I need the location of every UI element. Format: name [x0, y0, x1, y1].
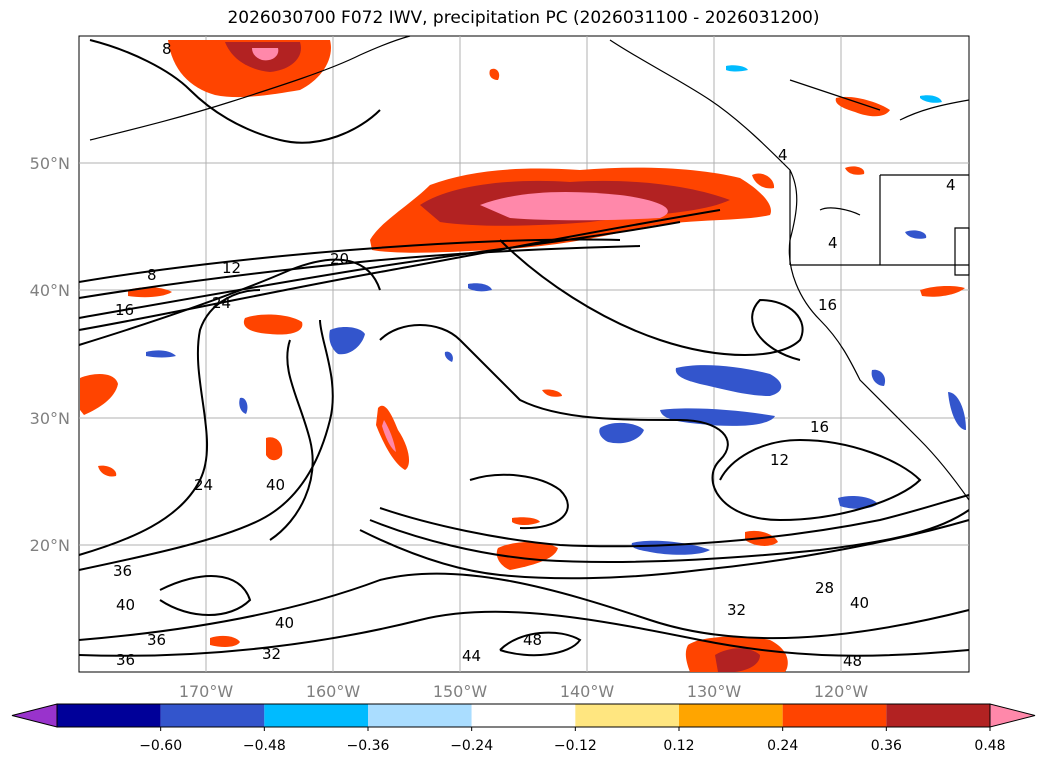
colorbar-tick-label: −0.48: [243, 738, 286, 754]
contour-label: 24: [212, 294, 231, 312]
contour-label: 8: [162, 40, 172, 58]
lon-label: 130°W: [687, 682, 742, 701]
contour-label: 40: [266, 476, 285, 494]
contour-label: 20: [330, 250, 349, 268]
contour-label: 16: [810, 418, 829, 436]
contour-label: 36: [147, 631, 166, 649]
contour-label: 40: [116, 596, 135, 614]
contour-label: 4: [946, 176, 956, 194]
lat-label: 40°N: [30, 281, 70, 300]
contour-label: 32: [262, 645, 281, 663]
contour-label: 4: [778, 146, 788, 164]
contour-label: 44: [462, 647, 481, 665]
graticule: [79, 36, 969, 672]
contour-label: 48: [843, 652, 862, 670]
contour-label: 28: [815, 579, 834, 597]
contour-label: 36: [116, 651, 135, 669]
colorbar-tick-label: −0.36: [347, 738, 390, 754]
lat-label: 30°N: [30, 409, 70, 428]
map-title: 2026030700 F072 IWV, precipitation PC (2…: [227, 8, 820, 28]
colorbar-segment: [160, 704, 265, 727]
colorbar-segment: [368, 704, 472, 727]
colorbar-segment: [471, 704, 576, 727]
colorbar-tick-label: 0.48: [974, 738, 1005, 754]
map-plot-area: 8 12 16 20 24 24 40 36 40 36 36 40 32 44…: [30, 35, 970, 701]
colorbar-segment: [886, 704, 990, 727]
colorbar-extend-high: [989, 703, 1036, 728]
colorbar-extend-low: [11, 703, 58, 728]
contour-label: 24: [194, 476, 213, 494]
coastlines: [89, 35, 970, 501]
colorbar-tick-label: −0.24: [450, 738, 493, 754]
contour-label: 16: [115, 301, 134, 319]
precipitation-shading: [80, 40, 966, 672]
contour-label: 36: [113, 562, 132, 580]
colorbar-segment: [575, 704, 679, 727]
colorbar-segment: [57, 704, 161, 727]
lat-labels: 50°N 40°N 30°N 20°N: [30, 154, 70, 555]
contour-label: 32: [727, 601, 746, 619]
lon-label: 150°W: [433, 682, 488, 701]
colorbar-ticks: −0.60 −0.48 −0.36 −0.24 −0.12 0.12 0.24 0.36 0.4…: [139, 727, 1006, 754]
iwv-contours: [78, 39, 970, 657]
contour-label: 12: [770, 451, 789, 469]
colorbar-segment: [264, 704, 368, 727]
contour-label: 8: [147, 266, 157, 284]
contour-label: 4: [828, 234, 838, 252]
contour-label: 40: [850, 594, 869, 612]
colorbar-tick-label: −0.60: [139, 738, 182, 754]
contour-labels: 8 12 16 20 24 24 40 36 40 36 36 40 32 44…: [113, 40, 956, 670]
contour-label: 48: [523, 631, 542, 649]
colorbar-tick-label: 0.36: [871, 738, 902, 754]
lon-label: 170°W: [179, 682, 234, 701]
colorbar-tick-label: 0.12: [663, 738, 694, 754]
colorbar-border: [56, 703, 991, 728]
colorbar-tick-label: −0.12: [554, 738, 597, 754]
contour-label: 16: [818, 296, 837, 314]
lon-labels: 170°W 160°W 150°W 140°W 130°W 120°W: [179, 682, 869, 701]
lat-label: 50°N: [30, 154, 70, 173]
lon-label: 140°W: [560, 682, 615, 701]
lat-label: 20°N: [30, 536, 70, 555]
colorbar-segment: [782, 704, 887, 727]
colorbar-segment: [679, 704, 783, 727]
lon-label: 160°W: [306, 682, 361, 701]
colorbar-tick-label: 0.24: [767, 738, 798, 754]
contour-label: 40: [275, 614, 294, 632]
contour-label: 12: [222, 259, 241, 277]
colorbar: [11, 703, 1036, 728]
lon-label: 120°W: [814, 682, 869, 701]
